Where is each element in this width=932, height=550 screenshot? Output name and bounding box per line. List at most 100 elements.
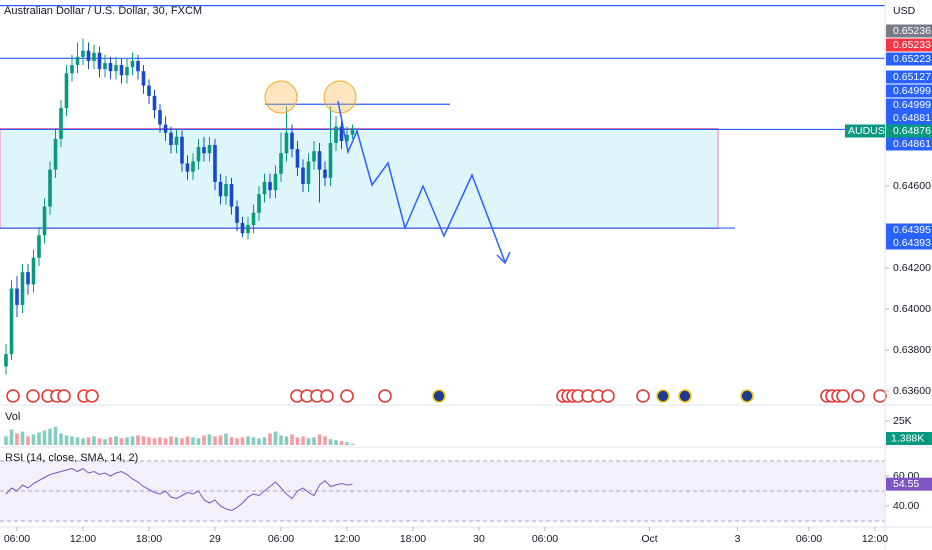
event-icon bbox=[873, 389, 887, 403]
price-tag bbox=[886, 98, 932, 112]
volume-bar bbox=[213, 436, 217, 445]
rsi-tag-label: 54.55 bbox=[893, 478, 919, 490]
x-tick-label: 18:00 bbox=[400, 533, 426, 545]
volume-bar bbox=[15, 433, 19, 445]
price-tag-label: 0.65127 bbox=[893, 71, 931, 83]
x-tick-label: 29 bbox=[209, 533, 221, 545]
price-tag-label: 0.65236 bbox=[893, 25, 931, 37]
candle-body bbox=[158, 110, 162, 125]
event-icon bbox=[6, 389, 20, 403]
zone-box bbox=[0, 128, 719, 229]
volume-bar bbox=[339, 441, 344, 445]
candle-body bbox=[312, 151, 316, 162]
candle-body bbox=[323, 169, 327, 178]
y-tick-label: 0.63800 bbox=[893, 344, 931, 356]
price-tag-label: 0.65233 bbox=[893, 39, 931, 51]
volume-bar bbox=[323, 436, 327, 445]
event-icon bbox=[851, 389, 865, 403]
volume-bar bbox=[147, 437, 151, 445]
candle-body bbox=[92, 52, 96, 61]
candle-body bbox=[301, 167, 305, 184]
volume-tick-label: 25K bbox=[893, 415, 912, 427]
candle-body bbox=[37, 235, 41, 258]
x-tick-label: 30 bbox=[473, 533, 485, 545]
volume-bar bbox=[26, 436, 30, 445]
candle-body bbox=[235, 206, 239, 223]
candle-body bbox=[191, 161, 195, 172]
event-icon bbox=[740, 389, 754, 403]
volume-bar bbox=[48, 428, 52, 445]
y-tick-label: 0.64200 bbox=[893, 262, 931, 274]
volume-bar bbox=[345, 442, 349, 445]
volume-bar bbox=[317, 434, 322, 445]
x-tick-label: 3 bbox=[735, 533, 741, 545]
x-tick-label: 12:00 bbox=[862, 533, 888, 545]
volume-bar bbox=[136, 435, 140, 445]
symbol-tag-label: AUDUSD bbox=[848, 125, 893, 137]
x-tick-label: Oct bbox=[641, 533, 657, 545]
volume-bar bbox=[169, 436, 173, 445]
volume-tag-label: 1.388K bbox=[891, 432, 924, 444]
volume-bar bbox=[70, 436, 74, 445]
candle-body bbox=[103, 63, 107, 70]
candle-body bbox=[268, 181, 272, 191]
volume-bar bbox=[75, 437, 80, 445]
candle-body bbox=[185, 163, 190, 172]
candle-body bbox=[75, 56, 80, 66]
rsi-label: RSI (14, close, SMA, 14, 2) bbox=[5, 452, 138, 464]
volume-bar bbox=[97, 438, 102, 445]
event-icon bbox=[656, 389, 670, 403]
candle-body bbox=[130, 60, 135, 68]
volume-bar bbox=[114, 436, 118, 445]
volume-bar bbox=[334, 440, 338, 445]
candle-body bbox=[152, 95, 157, 111]
price-tag bbox=[886, 223, 932, 237]
candle-body bbox=[59, 108, 63, 139]
x-tick-label: 18:00 bbox=[136, 533, 162, 545]
candle-body bbox=[213, 145, 217, 182]
volume-bar bbox=[42, 430, 47, 445]
candle-body bbox=[136, 60, 140, 72]
volume-bar bbox=[312, 437, 316, 445]
volume-bar bbox=[251, 437, 256, 445]
price-tag-label: 0.64395 bbox=[893, 224, 931, 236]
y-tick-label: 0.64000 bbox=[893, 303, 931, 315]
event-icon bbox=[340, 389, 354, 403]
candle-body bbox=[119, 65, 124, 76]
candle-body bbox=[339, 126, 344, 141]
volume-bar bbox=[218, 435, 223, 445]
price-tag bbox=[886, 84, 932, 98]
x-tick-label: 06:00 bbox=[268, 533, 294, 545]
event-icon bbox=[85, 389, 99, 403]
rsi-line bbox=[5, 467, 353, 512]
volume-bar bbox=[279, 435, 283, 445]
candle-body bbox=[279, 153, 283, 174]
volume-bar bbox=[273, 431, 278, 445]
volume-bar bbox=[163, 438, 168, 445]
volume-bar bbox=[328, 439, 333, 445]
volume-bar bbox=[257, 438, 261, 445]
candle-body bbox=[224, 183, 228, 197]
candle-body bbox=[125, 67, 129, 76]
top-marker bbox=[264, 80, 298, 114]
candle-body bbox=[108, 63, 113, 72]
volume-bar bbox=[152, 438, 157, 445]
y-tick-label: 0.63600 bbox=[893, 385, 931, 397]
price-tag-label: 0.64999 bbox=[893, 85, 931, 97]
candle-body bbox=[257, 194, 261, 213]
projection-arrow bbox=[496, 251, 511, 265]
volume-bar bbox=[141, 436, 146, 445]
candle-body bbox=[207, 145, 212, 154]
volume-bar bbox=[59, 433, 63, 445]
volume-bar bbox=[9, 429, 14, 445]
event-icon bbox=[678, 389, 692, 403]
candle-body bbox=[202, 147, 206, 154]
volume-bar bbox=[350, 443, 355, 445]
candle-body bbox=[306, 161, 311, 184]
volume-bar bbox=[37, 432, 41, 445]
candle-body bbox=[86, 50, 91, 61]
volume-bar bbox=[108, 437, 113, 445]
candle-body bbox=[334, 126, 338, 143]
price-tag-label: 0.64393 bbox=[893, 237, 931, 249]
candle-body bbox=[218, 181, 223, 197]
